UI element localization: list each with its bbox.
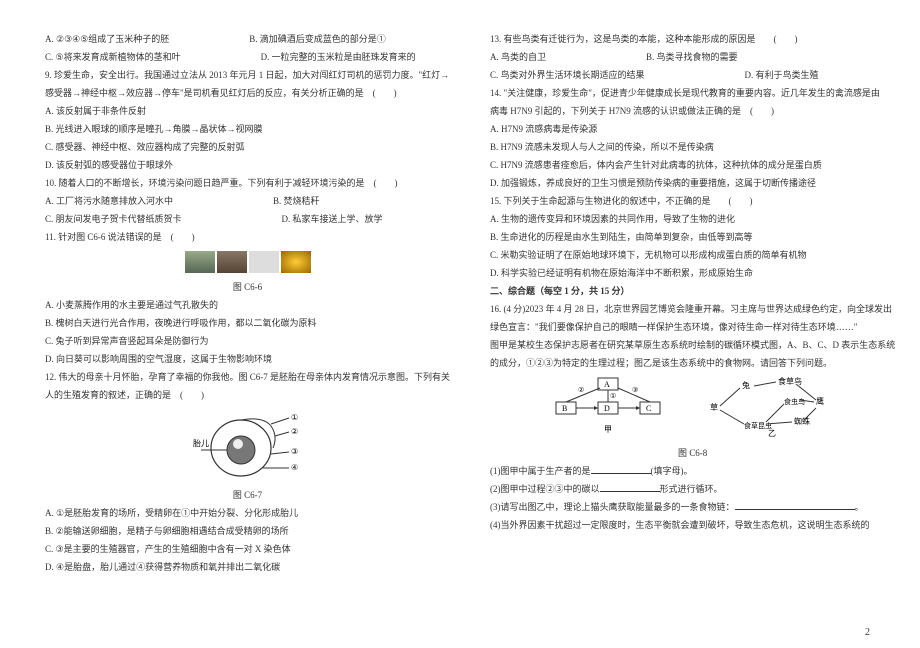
svg-text:②: ② [291, 427, 298, 436]
q13c: C. 鸟类对外界生活环境长期适应的结果 [490, 66, 645, 84]
q15c: C. 米勒实验证明了在原始地球环境下，无机物可以形成构成蛋白质的简单有机物 [490, 246, 895, 264]
q14-1: 14. "关注健康，珍爱生命"，促进青少年健康成长是现代教育的重要内容。近几年发… [490, 84, 895, 102]
left-column: A. ②③④⑤组成了玉米种子的胚 B. 滴加碘酒后变成蓝色的部分是① C. ⑤将… [45, 30, 450, 576]
q9b: B. 光线进入眼球的顺序是瞳孔→角膜→晶状体→视网膜 [45, 120, 450, 138]
q13: 13. 有些鸟类有迁徙行为，这是鸟类的本能，这种本能形成的原因是 ( ) [490, 30, 895, 48]
page-number: 2 [865, 627, 870, 638]
q9-line1: 9. 珍爱生命，安全出行。我国通过立法从 2013 年元月 1 日起，加大对闯红… [45, 66, 450, 84]
svg-text:A: A [604, 380, 610, 389]
q13a: A. 鸟类的自卫 [490, 48, 546, 66]
q13d: D. 有利于鸟类生殖 [745, 66, 819, 84]
q10c: C. 朋友间发电子贺卡代替纸质贺卡 [45, 210, 182, 228]
q16-sub1: (1)图甲中属于生产者的是(填字母)。 [490, 462, 895, 480]
svg-text:甲: 甲 [604, 425, 612, 434]
q10: 10. 随着人口的不断增长，环境污染问题日趋严重。下列有利于减轻环境污染的是 (… [45, 174, 450, 192]
q13b: B. 鸟类寻找食物的需要 [646, 48, 738, 66]
q9c: C. 感受器、神经中枢、效应器构成了完整的反射弧 [45, 138, 450, 156]
svg-text:D: D [604, 404, 610, 413]
svg-text:食虫鸟: 食虫鸟 [784, 397, 805, 406]
svg-text:③: ③ [632, 386, 638, 394]
svg-text:鹰: 鹰 [816, 396, 824, 406]
q14d: D. 加强锻炼，养成良好的卫生习惯是预防传染病的重要措施，这属于切断传播途径 [490, 174, 895, 192]
q16-sub3: (3)请写出图乙中，理论上猫头鹰获取能量最多的一条食物链：。 [490, 498, 895, 516]
q9a: A. 该反射属于非条件反射 [45, 102, 450, 120]
q15b: B. 生命进化的历程是由水生到陆生，由简单到复杂，由低等到高等 [490, 228, 895, 246]
opt-d: D. 一粒完整的玉米粒是由胚珠发育来的 [261, 48, 416, 66]
q10b: B. 焚烧秸秆 [273, 192, 320, 210]
q12a: A. ①是胚胎发育的场所，受精卵在①中开始分裂、分化形成胎儿 [45, 504, 450, 522]
q12-line2: 人的生殖发育的叙述，正确的是 ( ) [45, 386, 450, 404]
q11a: A. 小麦蒸腾作用的水主要是通过气孔散失的 [45, 296, 450, 314]
svg-text:①: ① [291, 413, 298, 422]
opt-a: A. ②③④⑤组成了玉米种子的胚 [45, 30, 169, 48]
q10d: D. 私家车接送上学、放学 [282, 210, 383, 228]
figure-c6-8: A B D C ② ① ③ 甲 草 兔 食草鸟 鹰 食虫鸟 蜘蛛 [490, 374, 895, 442]
svg-text:食草鸟: 食草鸟 [778, 376, 802, 386]
figure-c6-7: ① ② ③ ④ 胎儿 [45, 406, 450, 484]
q16-sub4: (4)当外界因素干扰超过一定限度时，生态平衡就会遭到破坏，导致生态危机，这说明生… [490, 516, 895, 534]
q11d: D. 向日葵可以影响周围的空气湿度，这属于生物影响环境 [45, 350, 450, 368]
q14-2: 病毒 H7N9 引起的，下列关于 H7N9 流感的认识或做法正确的是 ( ) [490, 102, 895, 120]
q14b: B. H7N9 流感未发现人与人之间的传染，所以不是传染病 [490, 138, 895, 156]
svg-text:草: 草 [710, 402, 718, 412]
opt-c: C. ⑤将来发育成新植物体的茎和叶 [45, 48, 181, 66]
svg-text:④: ④ [291, 463, 298, 472]
svg-text:胎儿: 胎儿 [193, 438, 209, 448]
fig7-caption: 图 C6-7 [45, 486, 450, 504]
q12-line1: 12. 伟大的母亲十月怀胎，孕育了幸福的你我他。图 C6-7 是胚胎在母亲体内发… [45, 368, 450, 386]
figure-c6-6 [45, 248, 450, 276]
q15: 15. 下列关于生命起源与生物进化的叙述中，不正确的是 ( ) [490, 192, 895, 210]
q14c: C. H7N9 流感患者痊愈后，体内会产生针对此病毒的抗体，这种抗体的成分是蛋白… [490, 156, 895, 174]
fig8-caption: 图 C6-8 [490, 444, 895, 462]
q9-line2: 感受器→神经中枢→效应器→停车"是司机看见红灯后的反应，有关分析正确的是 ( ) [45, 84, 450, 102]
q11c: C. 兔子听到异常声音竖起耳朵是防御行为 [45, 332, 450, 350]
section2-title: 二、综合题（每空 1 分，共 15 分） [490, 282, 895, 300]
q12b: B. ②能输送卵细胞，是精子与卵细胞相遇结合成受精卵的场所 [45, 522, 450, 540]
q9d: D. 该反射弧的感受器位于眼球外 [45, 156, 450, 174]
q12d: D. ④是胎盘，胎儿通过④获得营养物质和氧并排出二氧化碳 [45, 558, 450, 576]
q16-1: 16. (4 分)2023 年 4 月 28 日，北京世界园艺博览会隆重开幕。习… [490, 300, 895, 318]
q10a: A. 工厂将污水随意排放入河水中 [45, 192, 173, 210]
q16-4: 的成分，①②③为特定的生理过程；图乙是该生态系统中的食物网。请回答下列问题。 [490, 354, 895, 372]
q11: 11. 针对图 C6-6 说法错误的是 ( ) [45, 228, 450, 246]
q15d: D. 科学实验已经证明有机物在原始海洋中不断积累，形成原始生命 [490, 264, 895, 282]
svg-text:兔: 兔 [742, 380, 750, 390]
svg-text:乙: 乙 [768, 429, 776, 438]
opt-b: B. 滴加碘酒后变成蓝色的部分是① [249, 30, 386, 48]
q12c: C. ③是主要的生殖器官，产生的生殖细胞中含有一对 X 染色体 [45, 540, 450, 558]
q11b: B. 槐树白天进行光合作用，夜晚进行呼吸作用，都以二氧化碳为原料 [45, 314, 450, 332]
svg-text:蜘蛛: 蜘蛛 [794, 416, 810, 426]
svg-text:①: ① [610, 392, 616, 400]
svg-text:③: ③ [291, 447, 298, 456]
q14a: A. H7N9 流感病毒是传染源 [490, 120, 895, 138]
q16-sub2: (2)图甲中过程②③中的碳以形式进行循环。 [490, 480, 895, 498]
q15a: A. 生物的遗传变异和环境因素的共同作用，导致了生物的进化 [490, 210, 895, 228]
svg-text:②: ② [578, 386, 584, 394]
svg-text:B: B [562, 404, 567, 413]
q16-2: 绿色宣言："我们要像保护自己的眼睛一样保护生态环境，像对待生命一样对待生态环境…… [490, 318, 895, 336]
q16-3: 图甲是某校生态保护志愿者在研究某草原生态系统时绘制的碳循环模式图，A、B、C、D… [490, 336, 895, 354]
fig6-caption: 图 C6-6 [45, 278, 450, 296]
svg-text:C: C [646, 404, 651, 413]
right-column: 13. 有些鸟类有迁徙行为，这是鸟类的本能，这种本能形成的原因是 ( ) A. … [490, 30, 895, 576]
